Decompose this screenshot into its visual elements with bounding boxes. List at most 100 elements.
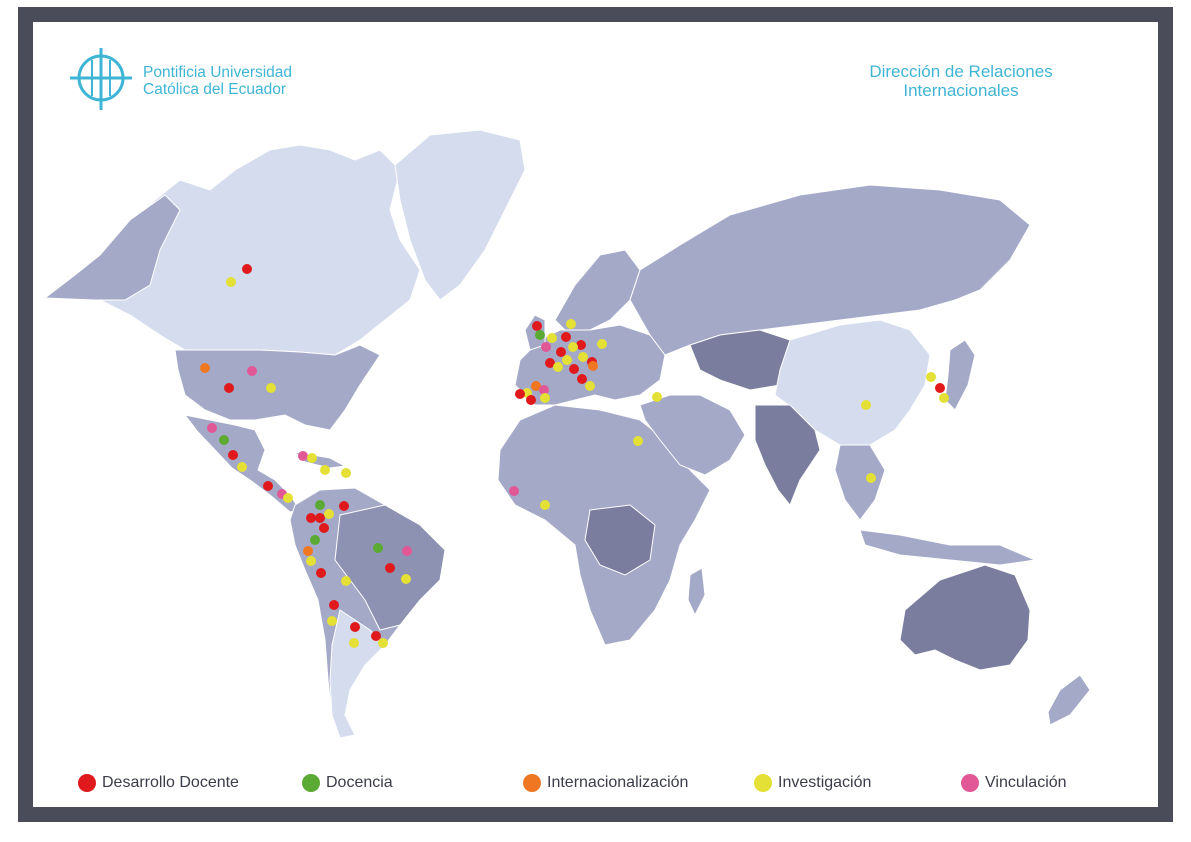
investigacion-marker <box>378 638 388 648</box>
land-japan <box>944 339 976 411</box>
land-australia <box>899 564 1031 671</box>
desarrollo-docente-marker <box>545 358 555 368</box>
desarrollo-docente-marker <box>306 513 316 523</box>
page-title: Dirección de Relaciones Internacionales <box>831 62 1091 100</box>
investigacion-marker <box>633 436 643 446</box>
org-name: Pontificia Universidad Católica del Ecua… <box>143 64 292 98</box>
vinculacion-marker <box>298 451 308 461</box>
legend-item-docencia: Docencia <box>302 770 393 796</box>
internacionalizacion-marker <box>588 361 598 371</box>
investigacion-marker <box>226 277 236 287</box>
desarrollo-docente-marker <box>371 631 381 641</box>
desarrollo-docente-marker <box>577 374 587 384</box>
investigacion-marker <box>401 574 411 584</box>
investigacion-marker <box>237 462 247 472</box>
vinculacion-marker <box>509 486 519 496</box>
legend-item-vinculacion: Vinculación <box>961 770 1067 796</box>
internacionalizacion-marker <box>531 381 541 391</box>
legend-label: Internacionalización <box>547 774 689 791</box>
marker-layer <box>200 264 949 648</box>
investigacion-marker <box>540 393 550 403</box>
investigacion-marker <box>568 342 578 352</box>
investigacion-marker <box>349 638 359 648</box>
investigacion-marker <box>266 383 276 393</box>
desarrollo-docente-marker <box>385 563 395 573</box>
docencia-marker <box>535 330 545 340</box>
land-new-zealand <box>1047 674 1091 726</box>
vinculacion-dot-icon <box>961 774 979 792</box>
land-africa-central <box>584 504 656 576</box>
docencia-dot-icon <box>302 774 320 792</box>
internacionalizacion-marker <box>303 546 313 556</box>
land-canada <box>43 144 421 356</box>
investigacion-marker <box>866 473 876 483</box>
land-madagascar <box>687 567 706 617</box>
docencia-marker <box>315 500 325 510</box>
legend-label: Vinculación <box>985 774 1067 791</box>
investigacion-marker <box>585 381 595 391</box>
investigacion-marker <box>283 493 293 503</box>
land-indonesia <box>859 529 1037 566</box>
land-russia <box>629 184 1031 356</box>
internacionalizacion-marker <box>200 363 210 373</box>
investigacion-marker <box>320 465 330 475</box>
desarrollo-docente-marker <box>532 321 542 331</box>
desarrollo-docente-marker <box>935 383 945 393</box>
desarrollo-docente-marker <box>526 395 536 405</box>
docencia-marker <box>310 535 320 545</box>
org-line-1: Pontificia Universidad <box>143 64 293 81</box>
investigacion-marker <box>926 372 936 382</box>
desarrollo-docente-dot-icon <box>78 774 96 792</box>
desarrollo-docente-marker <box>315 513 325 523</box>
desarrollo-docente-marker <box>556 347 566 357</box>
legend-item-internacionalizacion: Internacionalización <box>523 770 688 796</box>
desarrollo-docente-marker <box>350 622 360 632</box>
desarrollo-docente-marker <box>569 364 579 374</box>
docencia-marker <box>219 435 229 445</box>
desarrollo-docente-marker <box>316 568 326 578</box>
investigacion-marker <box>939 393 949 403</box>
investigacion-marker <box>566 319 576 329</box>
legend: Desarrollo Docente Docencia Internaciona… <box>0 770 1191 796</box>
pucE-cross-logo-icon <box>70 48 132 110</box>
title-line-1: Dirección de Relaciones <box>869 62 1053 81</box>
investigacion-marker <box>341 576 351 586</box>
land-greenland <box>394 129 526 301</box>
land-india <box>754 404 821 506</box>
legend-label: Docencia <box>326 774 393 791</box>
legend-label: Investigación <box>778 774 872 791</box>
investigacion-marker <box>861 400 871 410</box>
desarrollo-docente-marker <box>329 600 339 610</box>
desarrollo-docente-marker <box>242 264 252 274</box>
land-se-asia <box>834 444 886 521</box>
org-line-2: Católica del Ecuador <box>143 81 287 98</box>
investigacion-marker <box>306 556 316 566</box>
vinculacion-marker <box>402 546 412 556</box>
desarrollo-docente-marker <box>515 389 525 399</box>
legend-item-investigacion: Investigación <box>754 770 871 796</box>
investigacion-marker <box>327 616 337 626</box>
investigacion-marker <box>307 453 317 463</box>
investigacion-marker <box>652 392 662 402</box>
investigacion-marker <box>324 509 334 519</box>
internacionalizacion-dot-icon <box>523 774 541 792</box>
investigacion-marker <box>562 355 572 365</box>
desarrollo-docente-marker <box>576 340 586 350</box>
desarrollo-docente-marker <box>228 450 238 460</box>
investigacion-marker <box>597 339 607 349</box>
land-alaska <box>43 194 181 301</box>
desarrollo-docente-marker <box>263 481 273 491</box>
desarrollo-docente-marker <box>339 501 349 511</box>
legend-label: Desarrollo Docente <box>102 774 239 791</box>
desarrollo-docente-marker <box>319 523 329 533</box>
vinculacion-marker <box>541 342 551 352</box>
land-usa <box>174 344 381 431</box>
investigacion-marker <box>553 362 563 372</box>
investigacion-marker <box>578 352 588 362</box>
vinculacion-marker <box>247 366 257 376</box>
vinculacion-marker <box>207 423 217 433</box>
desarrollo-docente-marker <box>561 332 571 342</box>
land-middle-east <box>639 394 746 476</box>
investigacion-dot-icon <box>754 774 772 792</box>
